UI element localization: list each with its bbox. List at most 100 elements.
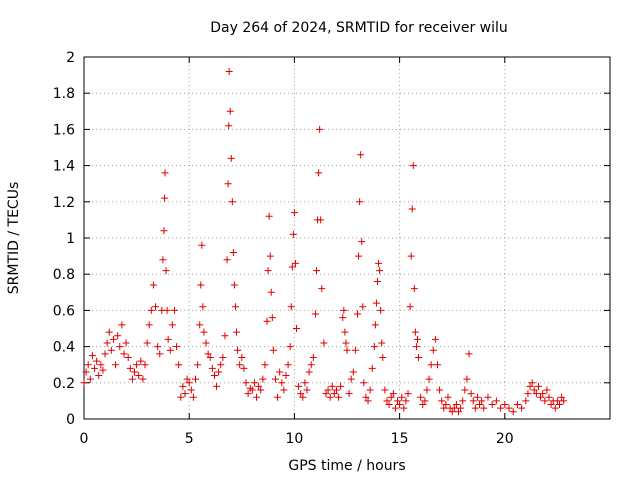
data-point: [289, 230, 297, 238]
data-point: [168, 321, 176, 329]
data-point: [370, 343, 378, 351]
data-point: [345, 390, 353, 398]
data-point: [82, 368, 90, 376]
data-point: [295, 382, 303, 390]
data-point: [290, 209, 298, 217]
data-point: [543, 386, 551, 394]
y-tick-label: 0.2: [53, 376, 75, 392]
data-point: [99, 366, 107, 374]
data-point: [238, 353, 246, 361]
data-point: [320, 339, 328, 347]
data-point: [465, 350, 473, 358]
data-point: [404, 390, 412, 398]
data-point: [362, 393, 370, 401]
data-point: [93, 357, 101, 365]
data-point: [476, 401, 484, 409]
data-point: [343, 346, 351, 354]
data-point: [152, 303, 160, 311]
data-point: [400, 404, 408, 412]
data-point: [86, 375, 94, 383]
data-point: [408, 205, 416, 213]
data-point: [120, 350, 128, 358]
data-point: [109, 335, 117, 343]
data-point: [257, 386, 265, 394]
y-tick-label: 1.8: [53, 86, 75, 102]
data-point: [423, 386, 431, 394]
data-point: [199, 303, 207, 311]
data-point: [330, 390, 338, 398]
data-point: [351, 346, 359, 354]
data-point: [124, 353, 132, 361]
data-point: [206, 353, 214, 361]
data-point: [114, 332, 122, 340]
data-point: [248, 386, 256, 394]
data-point: [368, 364, 376, 372]
data-point: [177, 393, 185, 401]
data-point: [547, 401, 555, 409]
x-tick-label: 0: [80, 431, 89, 447]
data-point: [317, 216, 325, 224]
data-point: [342, 339, 350, 347]
data-point: [284, 361, 292, 369]
data-point: [431, 335, 439, 343]
data-point: [213, 382, 221, 390]
data-point: [133, 361, 141, 369]
data-point: [457, 404, 465, 412]
data-point: [163, 306, 171, 314]
data-point: [143, 339, 151, 347]
data-point: [221, 332, 229, 340]
data-point: [524, 390, 532, 398]
data-point: [250, 379, 258, 387]
data-point: [145, 321, 153, 329]
data-point: [480, 404, 488, 412]
data-point: [398, 393, 406, 401]
data-point: [80, 379, 88, 387]
x-tick-label: 10: [285, 431, 303, 447]
data-point: [461, 386, 469, 394]
data-point: [332, 386, 340, 394]
data-point: [170, 306, 178, 314]
data-point: [463, 375, 471, 383]
data-point: [267, 288, 275, 296]
data-point: [412, 343, 420, 351]
data-point: [282, 372, 290, 380]
data-point: [366, 386, 374, 394]
data-point: [340, 306, 348, 314]
data-point: [509, 408, 517, 416]
data-point: [396, 401, 404, 409]
data-point: [229, 248, 237, 256]
y-axis-label: SRMTID / TECUs: [6, 182, 22, 295]
data-point: [528, 379, 536, 387]
x-tick-label: 20: [496, 431, 514, 447]
data-point: [427, 361, 435, 369]
chart-title: Day 264 of 2024, SRMTID for receiver wil…: [210, 20, 508, 36]
data-point: [419, 401, 427, 409]
plot-frame: [83, 56, 611, 420]
data-point: [372, 299, 380, 307]
data-point: [234, 346, 242, 354]
data-point: [413, 335, 421, 343]
data-point: [448, 408, 456, 416]
y-tick-label: 0.8: [53, 267, 75, 283]
data-point: [160, 227, 168, 235]
data-point: [147, 306, 155, 314]
data-point: [450, 404, 458, 412]
data-point: [387, 393, 395, 401]
y-tick-label: 1.6: [53, 122, 75, 138]
data-point: [227, 154, 235, 162]
data-point: [471, 404, 479, 412]
x-tick-label: 15: [391, 431, 409, 447]
data-point: [371, 321, 379, 329]
x-tick-label: 5: [185, 431, 194, 447]
y-tick-label: 1.4: [53, 159, 75, 175]
data-point: [244, 390, 252, 398]
data-point: [526, 382, 534, 390]
data-point: [339, 314, 347, 322]
data-point: [478, 397, 486, 405]
data-point: [198, 241, 206, 249]
data-point: [556, 401, 564, 409]
data-point: [374, 277, 382, 285]
data-point: [192, 375, 200, 383]
data-point: [271, 375, 279, 383]
data-point: [421, 397, 429, 405]
